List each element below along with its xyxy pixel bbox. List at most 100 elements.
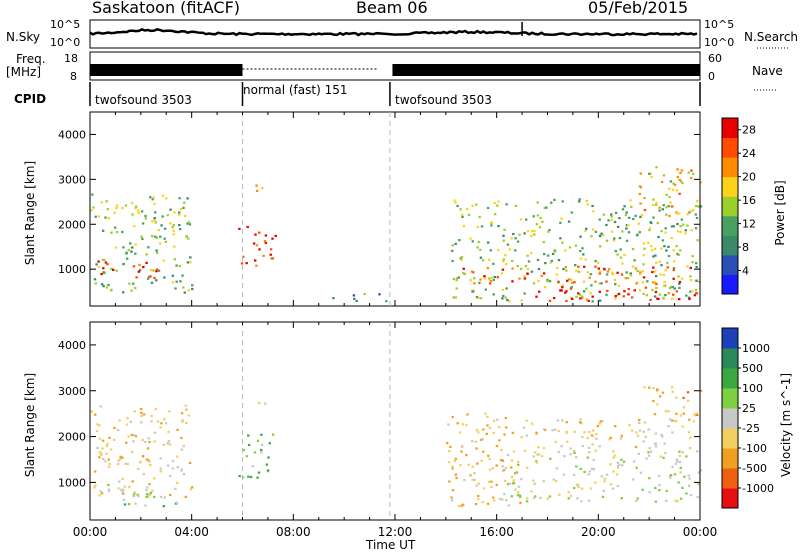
heatmap-cell	[673, 287, 676, 290]
heatmap-cell	[557, 451, 560, 454]
heatmap-cell	[569, 453, 572, 456]
heatmap-cell	[586, 456, 589, 459]
heatmap-cell	[137, 209, 140, 212]
heatmap-cell	[621, 208, 625, 211]
heatmap-cell	[477, 431, 480, 434]
heatmap-cell	[156, 420, 160, 423]
heatmap-cell	[594, 449, 597, 452]
heatmap-cell	[168, 475, 172, 478]
heatmap-cell	[493, 213, 497, 216]
heatmap-cell	[129, 242, 132, 245]
heatmap-cell	[649, 298, 652, 301]
heatmap-cell	[668, 214, 671, 217]
heatmap-cell	[678, 192, 681, 195]
heatmap-cell	[644, 286, 648, 289]
heatmap-cell	[573, 486, 576, 490]
heatmap-cell	[573, 430, 576, 433]
heatmap-cell	[159, 495, 163, 498]
heatmap-cell	[586, 437, 589, 440]
heatmap-cell	[475, 447, 478, 450]
heatmap-cell	[696, 496, 699, 499]
heatmap-cell	[153, 217, 156, 220]
heatmap-cell	[267, 456, 270, 459]
heatmap-cell	[689, 266, 692, 270]
heatmap-cell	[481, 438, 484, 441]
heatmap-cell	[148, 460, 151, 463]
heatmap-cell	[589, 273, 593, 276]
heatmap-cell	[675, 458, 678, 461]
heatmap-cell	[163, 227, 167, 230]
heatmap-cell	[532, 479, 535, 482]
heatmap-cell	[579, 467, 583, 471]
heatmap-cell	[97, 265, 101, 268]
heatmap-cell	[678, 282, 681, 285]
heatmap-cell	[524, 265, 528, 268]
heatmap-cell	[133, 491, 136, 494]
heatmap-cell	[658, 484, 661, 487]
heatmap-cell	[639, 215, 642, 218]
heatmap-cell	[121, 207, 124, 210]
heatmap-cell	[636, 434, 640, 437]
heatmap-cell	[653, 413, 657, 416]
heatmap-cell	[168, 443, 172, 446]
heatmap-cell	[665, 249, 668, 252]
heatmap-cell	[473, 478, 476, 481]
heatmap-cell	[246, 225, 249, 229]
heatmap-cell	[677, 481, 680, 484]
heatmap-cell	[130, 433, 133, 436]
heatmap-panel-1	[90, 166, 703, 303]
heatmap-cell	[625, 239, 629, 242]
heatmap-cell	[594, 230, 598, 233]
nsearch-label: N.Search	[744, 30, 799, 44]
heatmap-cell	[155, 251, 159, 254]
heatmap-cell	[94, 484, 97, 487]
heatmap-cell	[597, 267, 600, 270]
heatmap-cell	[474, 503, 478, 506]
heatmap-cell	[581, 296, 584, 299]
heatmap-cell	[531, 422, 534, 425]
heatmap-cell	[600, 232, 603, 235]
heatmap-cell	[655, 166, 658, 169]
heatmap-cell	[451, 259, 454, 263]
heatmap-cell	[665, 193, 668, 196]
heatmap-cell	[638, 289, 642, 292]
heatmap-cell	[616, 225, 620, 228]
heatmap-cell	[564, 266, 567, 269]
heatmap-cell	[180, 469, 183, 472]
heatmap-cell	[689, 275, 692, 278]
colorbar-swatch	[722, 448, 738, 469]
heatmap-cell	[185, 421, 188, 424]
heatmap-cell	[188, 461, 192, 465]
heatmap-cell	[631, 248, 635, 251]
heatmap-cell	[696, 199, 699, 202]
heatmap-cell	[254, 259, 257, 262]
heatmap-cell	[185, 235, 188, 238]
heatmap-cell	[479, 248, 482, 251]
heatmap-cell	[477, 296, 481, 299]
heatmap-cell	[486, 266, 489, 270]
heatmap-cell	[460, 450, 463, 453]
y-tick-label: 1000	[58, 476, 86, 489]
nave-right-tick-bottom: 0	[708, 70, 715, 83]
heatmap-cell	[105, 200, 108, 203]
heatmap-cell	[614, 425, 617, 428]
colorbar-frame	[721, 327, 739, 509]
heatmap-cell	[678, 298, 681, 301]
heatmap-cell	[100, 492, 104, 495]
heatmap-cell	[601, 420, 604, 423]
heatmap-cell	[699, 469, 703, 472]
heatmap-cell	[578, 198, 581, 201]
heatmap-cell	[378, 293, 381, 296]
heatmap-cell	[689, 279, 693, 282]
heatmap-cell	[526, 268, 530, 271]
heatmap-cell	[565, 431, 568, 434]
heatmap-cell	[642, 292, 645, 295]
heatmap-cell	[609, 463, 612, 466]
heatmap-cell	[566, 279, 569, 282]
heatmap-cell	[187, 414, 191, 417]
heatmap-cell	[579, 421, 582, 424]
noise-right-tick-top: 10^5	[704, 18, 735, 31]
heatmap-cell	[171, 459, 175, 463]
heatmap-cell	[501, 268, 505, 271]
heatmap-cell	[577, 292, 580, 295]
